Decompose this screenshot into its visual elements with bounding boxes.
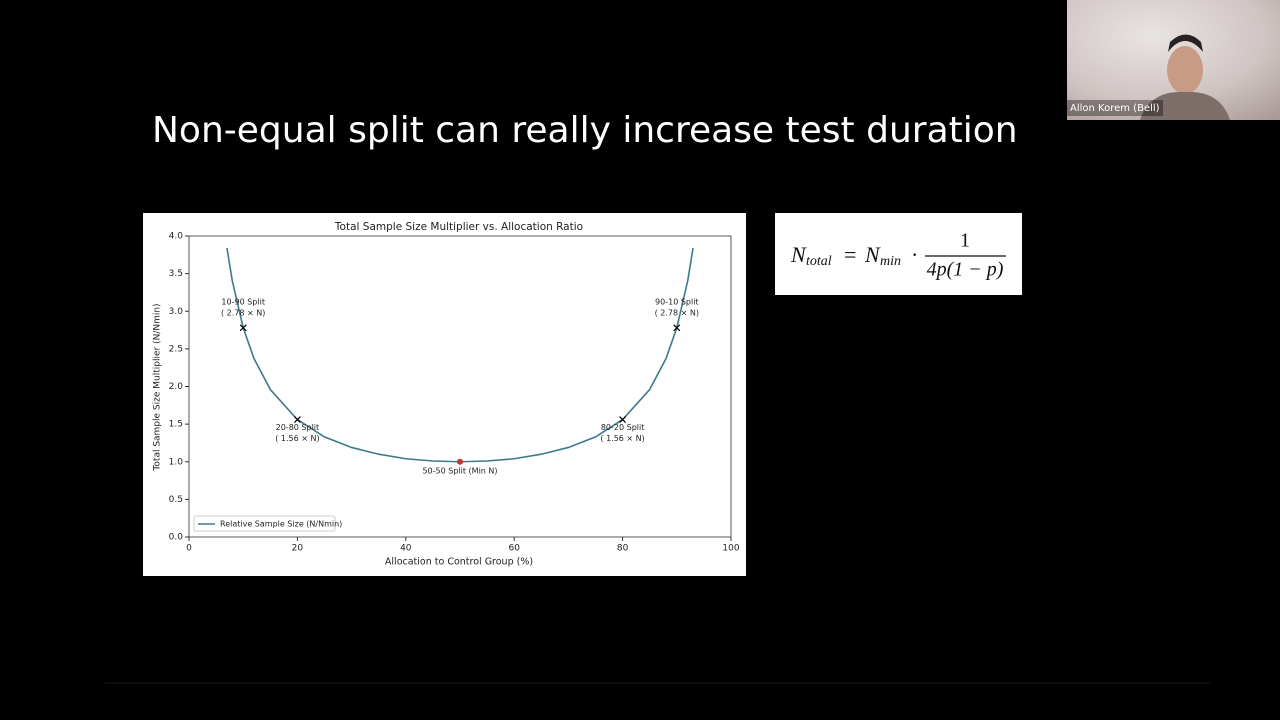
x-tick-label: 20 xyxy=(292,544,304,554)
formula-rhs: N xyxy=(864,242,881,267)
formula-lhs-sub: total xyxy=(806,254,832,269)
annotation-sublabel: ( 1.56 × N) xyxy=(600,434,644,443)
legend-label: Relative Sample Size (N/Nmin) xyxy=(220,520,342,529)
y-tick-label: 2.5 xyxy=(169,344,183,354)
x-tick-label: 40 xyxy=(400,544,412,554)
annotation-label: 80-20 Split xyxy=(601,423,645,432)
formula-panel xyxy=(775,213,1022,295)
formula-rhs-sub: min xyxy=(880,254,901,269)
y-tick-label: 2.0 xyxy=(169,382,184,392)
participant-name: Allon Korem (Bell) xyxy=(1070,103,1160,114)
x-tick-label: 60 xyxy=(508,544,520,554)
annotation-sublabel: ( 1.56 × N) xyxy=(275,434,319,443)
x-tick-label: 80 xyxy=(617,544,629,554)
x-axis-label: Allocation to Control Group (%) xyxy=(385,557,533,568)
min-point xyxy=(457,458,463,465)
point-marker xyxy=(619,416,627,424)
chart-title: Total Sample Size Multiplier vs. Allocat… xyxy=(334,221,583,233)
annotation-label: 20-80 Split xyxy=(276,423,320,432)
video-tile: Allon Korem (Bell) xyxy=(1067,0,1280,120)
y-tick-label: 4.0 xyxy=(169,232,184,242)
annotation-label: 50-50 Split (Min N) xyxy=(422,466,497,475)
legend-box xyxy=(193,515,336,532)
y-tick-label: 3.5 xyxy=(169,269,183,279)
y-tick-label: 1.5 xyxy=(169,420,183,430)
face xyxy=(1167,46,1203,94)
formula-equals: = xyxy=(844,242,856,267)
name-backdrop xyxy=(1067,100,1163,116)
y-tick-label: 1.0 xyxy=(169,457,184,467)
y-axis-label: Total Sample Size Multiplier (N/Nmin) xyxy=(153,303,163,471)
formula-numerator: 1 xyxy=(960,230,970,252)
y-tick-label: 0.0 xyxy=(169,533,184,543)
hair xyxy=(1168,34,1203,52)
x-tick-label: 100 xyxy=(722,544,739,554)
formula: N total = N min · 1 4p(1 − p) xyxy=(790,230,1006,281)
y-tick-label: 3.0 xyxy=(169,307,184,317)
formula-dot: · xyxy=(911,242,918,267)
plot: 0 20 40 60 80 100 0.0 0.5 1.0 1.5 2.0 2.5 3.0 3.5 4.0 1… xyxy=(169,232,740,554)
annotation-label: 10-90 Split xyxy=(221,297,265,306)
formula-denominator: 4p(1 − p) xyxy=(927,259,1004,281)
body xyxy=(1140,91,1230,120)
slide-title: Non-equal split can really increase test… xyxy=(152,110,1018,151)
annotation-label: 90-10 Split xyxy=(655,297,699,306)
annotation-sublabel: ( 2.78 × N) xyxy=(655,308,699,317)
point-marker xyxy=(293,416,301,424)
formula-lhs: N xyxy=(790,242,807,267)
x-tick-label: 0 xyxy=(186,544,192,554)
y-tick-label: 0.5 xyxy=(169,495,183,505)
annotation-sublabel: ( 2.78 × N) xyxy=(221,308,265,317)
point-marker xyxy=(673,324,681,332)
point-marker xyxy=(239,324,247,332)
